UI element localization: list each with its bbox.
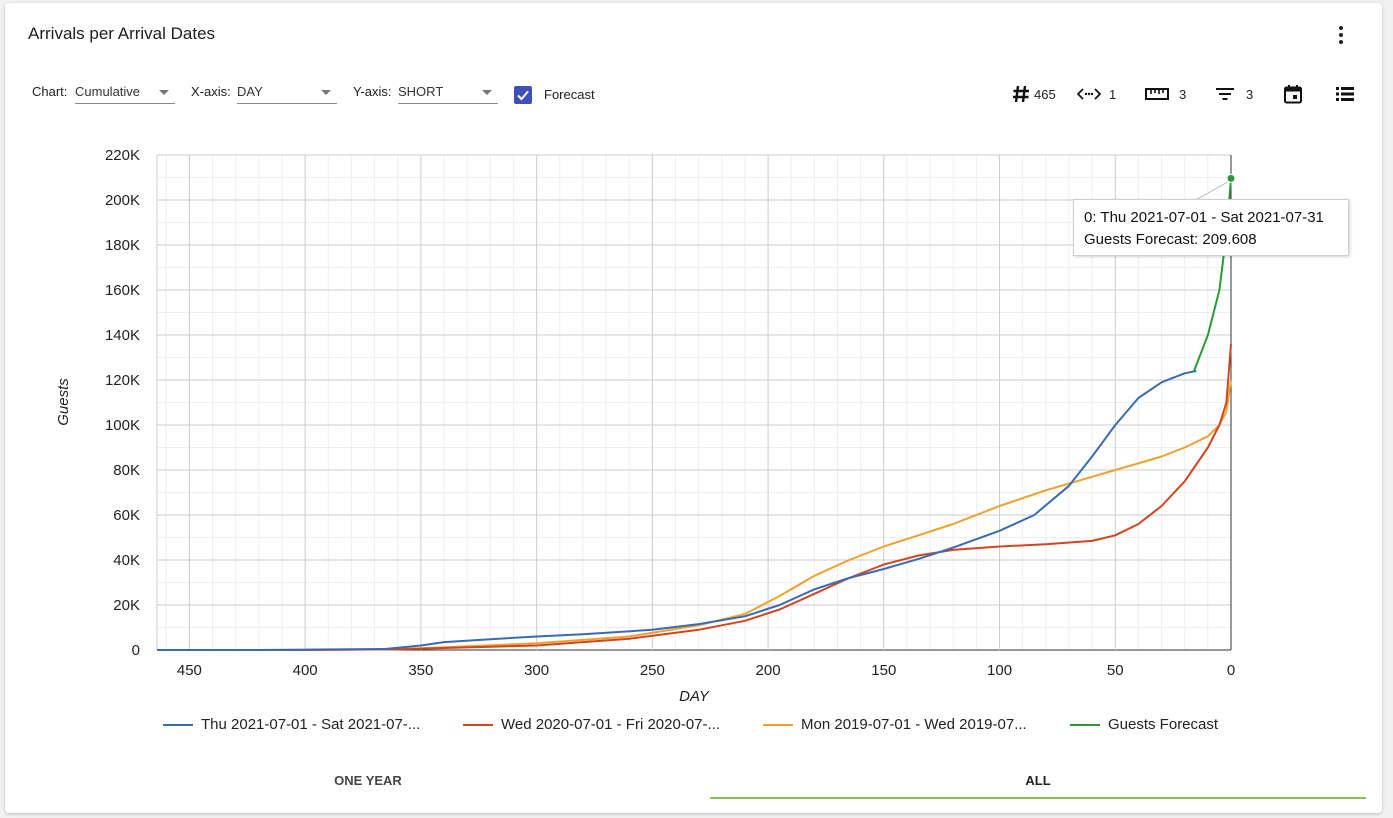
filter-icon xyxy=(1216,88,1234,100)
x-tick-label: 250 xyxy=(640,662,665,679)
filter-count-button[interactable]: 3 xyxy=(1215,84,1253,104)
legend-item-forecast[interactable]: Guests Forecast xyxy=(1070,716,1218,733)
list-icon xyxy=(1336,87,1354,101)
card-title: Arrivals per Arrival Dates xyxy=(28,24,216,43)
x-axis-label: X-axis: xyxy=(191,84,231,99)
calendar-icon xyxy=(1284,85,1302,104)
chart-tooltip: 0: Thu 2021-07-01 - Sat 2021-07-31 Guest… xyxy=(1073,199,1349,256)
series-lines xyxy=(157,178,1232,651)
forecast-label: Forecast xyxy=(544,87,595,102)
y-axis-label: Y-axis: xyxy=(353,84,392,99)
chart-type-select[interactable]: Cumulative xyxy=(75,80,175,104)
major-grid xyxy=(156,154,1232,651)
tooltip-line-1: 0: Thu 2021-07-01 - Sat 2021-07-31 xyxy=(1084,209,1324,226)
forecast-hover-point[interactable] xyxy=(1226,173,1236,183)
record-count: 465 xyxy=(1034,86,1056,102)
chevron-down-icon xyxy=(482,90,492,95)
x-tick-label: 50 xyxy=(1107,662,1124,679)
legend-swatch xyxy=(163,723,193,726)
y-tick-label: 20K xyxy=(113,597,140,614)
ruler-icon xyxy=(1145,88,1169,100)
active-tab-indicator xyxy=(710,797,1366,799)
x-axis-value: DAY xyxy=(237,84,263,99)
legend-item-2020[interactable]: Wed 2020-07-01 - Fri 2020-07-... xyxy=(463,716,720,733)
y-axis-ticks: 0 20K 40K 60K 80K 100K 120K 140K 160K 180K 200K 220… xyxy=(105,147,140,659)
x-tick-label: 350 xyxy=(408,662,433,679)
x-tick-label: 100 xyxy=(987,662,1012,679)
chevron-down-icon xyxy=(321,90,331,95)
check-icon xyxy=(517,90,529,101)
record-count-button[interactable]: 465 xyxy=(1012,84,1056,104)
tab-all[interactable]: ALL xyxy=(1025,772,1051,788)
legend-item-2021[interactable]: Thu 2021-07-01 - Sat 2021-07-... xyxy=(163,716,420,733)
chevron-down-icon xyxy=(159,90,169,95)
tooltip-pointer xyxy=(1194,181,1228,201)
chart-type-label: Chart: xyxy=(32,84,68,99)
code-arrows-icon xyxy=(1077,88,1101,100)
more-options-icon[interactable] xyxy=(1333,24,1349,46)
tab-one-year[interactable]: ONE YEAR xyxy=(334,772,402,788)
legend-label: Thu 2021-07-01 - Sat 2021-07-... xyxy=(201,716,421,733)
x-axis-title: DAY xyxy=(679,688,710,705)
x-tick-label: 0 xyxy=(1227,662,1235,679)
series-line-2020[interactable] xyxy=(157,343,1232,651)
tooltip-line-2: Guests Forecast: 209.608 xyxy=(1084,231,1257,248)
tooltip-highlight xyxy=(1194,173,1236,201)
legend-label: Wed 2020-07-01 - Fri 2020-07-... xyxy=(501,716,721,733)
legend-label: Guests Forecast xyxy=(1108,716,1219,733)
series-line-2021[interactable] xyxy=(157,370,1197,651)
y-axis-value: SHORT xyxy=(398,84,444,99)
filter-count: 3 xyxy=(1246,86,1254,102)
x-tick-label: 150 xyxy=(871,662,896,679)
y-tick-label: 200K xyxy=(105,192,140,209)
y-tick-label: 120K xyxy=(105,372,140,389)
list-view-button[interactable] xyxy=(1336,84,1354,104)
series-line-2019[interactable] xyxy=(157,379,1232,651)
legend-swatch xyxy=(763,723,793,726)
calendar-button[interactable] xyxy=(1283,84,1303,104)
y-tick-label: 40K xyxy=(113,552,140,569)
ruler-count: 3 xyxy=(1179,86,1187,102)
legend-swatch xyxy=(463,723,493,726)
code-count: 1 xyxy=(1109,86,1117,102)
y-tick-label: 220K xyxy=(105,147,140,164)
x-axis-ticks: 450 400 350 300 250 200 150 100 50 0 xyxy=(177,662,1235,679)
x-tick-label: 300 xyxy=(524,662,549,679)
y-tick-label: 160K xyxy=(105,282,140,299)
y-tick-label: 140K xyxy=(105,327,140,344)
legend-label: Mon 2019-07-01 - Wed 2019-07... xyxy=(801,716,1027,733)
ruler-count-button[interactable]: 3 xyxy=(1145,84,1186,104)
y-axis-select[interactable]: SHORT xyxy=(398,80,498,104)
x-tick-label: 450 xyxy=(177,662,202,679)
forecast-checkbox[interactable] xyxy=(514,86,532,104)
y-tick-label: 60K xyxy=(113,507,140,524)
minor-grid xyxy=(157,155,1231,650)
y-tick-label: 0 xyxy=(132,642,140,659)
code-count-button[interactable]: 1 xyxy=(1077,84,1116,104)
x-axis-select[interactable]: DAY xyxy=(237,80,337,104)
y-axis-title: Guests xyxy=(55,378,72,426)
y-tick-label: 180K xyxy=(105,237,140,254)
x-tick-label: 400 xyxy=(293,662,318,679)
x-tick-label: 200 xyxy=(756,662,781,679)
legend-item-2019[interactable]: Mon 2019-07-01 - Wed 2019-07... xyxy=(763,716,1027,733)
hash-icon xyxy=(1013,85,1029,103)
legend-swatch xyxy=(1070,723,1100,726)
chart-card xyxy=(5,3,1382,813)
chart-type-value: Cumulative xyxy=(75,84,141,99)
y-tick-label: 100K xyxy=(105,417,140,434)
y-tick-label: 80K xyxy=(113,462,140,479)
